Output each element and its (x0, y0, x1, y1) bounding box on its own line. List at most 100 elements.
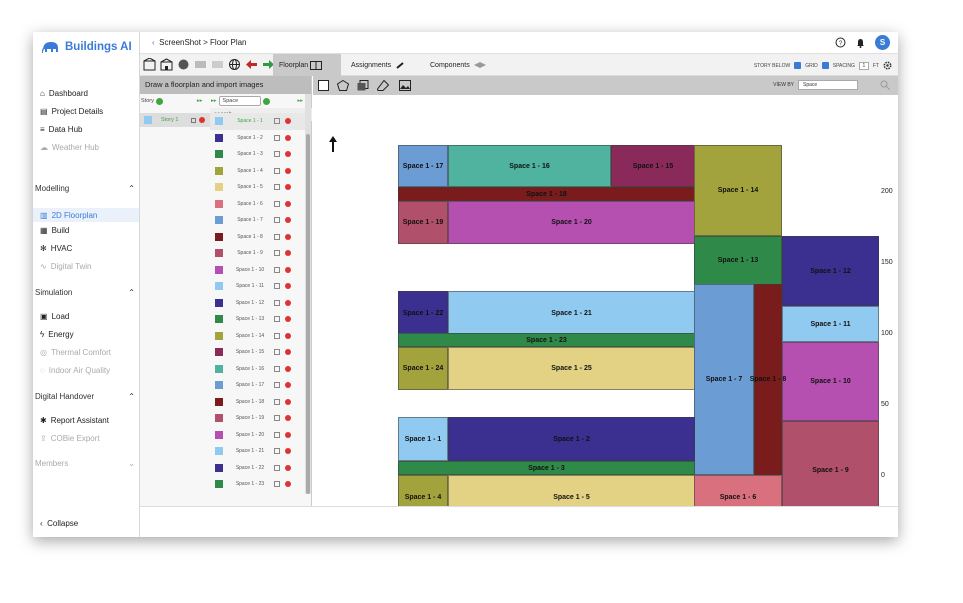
copy-icon[interactable] (191, 117, 197, 123)
room-space-1-9[interactable]: Space 1 - 9 (782, 421, 879, 519)
copy-icon[interactable] (274, 217, 280, 224)
sidebar-item-data-hub[interactable]: ≡ Data Hub (40, 125, 82, 134)
list-item[interactable]: Space 1 - 12 (210, 295, 306, 312)
list-item[interactable]: Space 1 - 6 (210, 196, 306, 213)
floorplan-canvas[interactable]: Space 1 - 17 Space 1 - 16 Space 1 - 15 Spac… (313, 95, 898, 532)
spacing-input[interactable]: 1 (858, 61, 869, 70)
sidebar-item-project-details[interactable]: ▤ Project Details (40, 107, 103, 116)
delete-icon[interactable] (285, 283, 291, 290)
list-item[interactable]: Space 1 - 10 (210, 262, 306, 279)
room-space-1-19[interactable]: Space 1 - 19 (398, 201, 448, 244)
delete-icon[interactable] (285, 217, 291, 224)
sidebar-item-2d-floorplan[interactable]: ▥ 2D Floorplan (33, 208, 139, 222)
delete-icon[interactable] (285, 151, 291, 158)
bell-icon[interactable] (855, 37, 866, 48)
delete-icon[interactable] (285, 349, 291, 356)
copy-icon[interactable] (274, 398, 280, 405)
redo-arrow-icon[interactable] (262, 58, 275, 71)
delete-icon[interactable] (285, 365, 291, 372)
logo[interactable]: Buildings AI (41, 40, 132, 54)
story-row[interactable]: Story 1 (140, 113, 210, 127)
sidebar-item-dashboard[interactable]: ⌂ Dashboard (40, 89, 88, 98)
room-space-1-15[interactable]: Space 1 - 15 (611, 145, 695, 187)
chevron-up-icon[interactable]: ⌃ (128, 184, 135, 193)
room-space-1-8[interactable]: Space 1 - 8 (750, 284, 786, 475)
copy-icon[interactable] (274, 316, 280, 323)
polygon-icon[interactable] (337, 80, 349, 91)
room-space-1-11[interactable]: Space 1 - 11 (782, 306, 879, 342)
list-item[interactable]: Space 1 - 7 (210, 212, 306, 229)
copy-icon[interactable] (274, 349, 280, 356)
delete-icon[interactable] (285, 299, 291, 306)
collapse-button[interactable]: ‹ Collapse (40, 519, 79, 528)
sidebar-item-load[interactable]: ▣ Load (40, 312, 69, 321)
list-item[interactable]: Space 1 - 22 (210, 460, 306, 477)
room-space-1-20[interactable]: Space 1 - 20 (448, 201, 695, 244)
sidebar-item-indoor-air-quality[interactable]: ◌ Indoor Air Quality (40, 366, 110, 375)
select-rect-icon[interactable] (318, 80, 329, 91)
copy-icon[interactable] (274, 415, 280, 422)
copy-icon[interactable] (274, 151, 280, 158)
chevron-up-icon[interactable]: ⌃ (128, 392, 135, 401)
copy-icon[interactable] (274, 332, 280, 339)
sidebar-item-report-assistant[interactable]: ✱ Report Assistant (40, 416, 109, 425)
copy-icon[interactable] (274, 448, 280, 455)
copy-icon[interactable] (274, 200, 280, 207)
list-item[interactable]: Space 1 - 14 (210, 328, 306, 345)
image-icon[interactable] (399, 80, 411, 91)
sidebar-item-digital-twin[interactable]: ∿ Digital Twin (40, 262, 91, 271)
add-space-icon[interactable] (262, 97, 270, 105)
room-space-1-25[interactable]: Space 1 - 25 (448, 347, 695, 390)
delete-icon[interactable] (285, 233, 291, 240)
copy-icon[interactable] (274, 299, 280, 306)
delete-icon[interactable] (285, 332, 291, 339)
delete-icon[interactable] (285, 200, 291, 207)
gear-icon[interactable] (883, 61, 892, 70)
list-item[interactable]: Space 1 - 2 (210, 130, 306, 147)
copy-icon[interactable] (274, 481, 280, 488)
search-icon[interactable] (880, 80, 890, 90)
list-item[interactable]: Space 1 - 23 (210, 476, 306, 493)
room-space-1-10[interactable]: Space 1 - 10 (782, 342, 879, 421)
room-space-1-23[interactable]: Space 1 - 23 (398, 333, 695, 347)
add-story-icon[interactable] (155, 97, 163, 105)
copy-icon[interactable] (274, 464, 280, 471)
story-below-checkbox[interactable] (794, 62, 802, 69)
list-item[interactable]: Space 1 - 21 (210, 443, 306, 460)
delete-icon[interactable] (285, 184, 291, 191)
room-space-1-7[interactable]: Space 1 - 7 (694, 284, 754, 475)
sidebar-item-build[interactable]: ▦ Build (40, 226, 69, 235)
copy-icon[interactable] (274, 365, 280, 372)
room-space-1-1[interactable]: Space 1 - 1 (398, 417, 448, 461)
copy-icon[interactable] (274, 266, 280, 273)
list-item[interactable]: Space 1 - 1 (210, 113, 306, 130)
globe-icon[interactable] (228, 58, 241, 71)
room-space-1-17[interactable]: Space 1 - 17 (398, 145, 448, 187)
copy-rect-icon[interactable] (357, 80, 369, 91)
copy-icon[interactable] (274, 134, 280, 141)
list-item[interactable]: Space 1 - 17 (210, 377, 306, 394)
sidebar-item-energy[interactable]: ϟ Energy (40, 330, 74, 339)
list-item[interactable]: Space 1 - 3 (210, 146, 306, 163)
building-stack-icon[interactable] (160, 58, 173, 71)
copy-icon[interactable] (274, 283, 280, 290)
list-item[interactable]: Space 1 - 15 (210, 344, 306, 361)
scrollbar[interactable] (305, 94, 311, 494)
building-plan-icon[interactable] (143, 58, 156, 71)
expand-right-icon[interactable]: ▸▸ (297, 98, 304, 104)
expand-spaces-icon[interactable]: ▸▸ (211, 98, 217, 104)
avatar[interactable]: S (875, 35, 890, 50)
delete-icon[interactable] (285, 250, 291, 257)
list-item[interactable]: Space 1 - 4 (210, 163, 306, 180)
delete-icon[interactable] (285, 415, 291, 422)
sidebar-item-weather-hub[interactable]: ☁ Weather Hub (40, 143, 99, 152)
tab-floorplan[interactable]: Floorplan (273, 54, 341, 76)
room-space-1-21[interactable]: Space 1 - 21 (448, 291, 695, 335)
list-item[interactable]: Space 1 - 19 (210, 410, 306, 427)
grid-checkbox[interactable] (821, 62, 829, 69)
sidebar-item-thermal-comfort[interactable]: ◎ Thermal Comfort (40, 348, 111, 357)
copy-icon[interactable] (274, 184, 280, 191)
section-digital-handover[interactable]: Digital Handover ⌃ (35, 392, 135, 401)
copy-icon[interactable] (274, 250, 280, 257)
room-space-1-12[interactable]: Space 1 - 12 (782, 236, 879, 306)
